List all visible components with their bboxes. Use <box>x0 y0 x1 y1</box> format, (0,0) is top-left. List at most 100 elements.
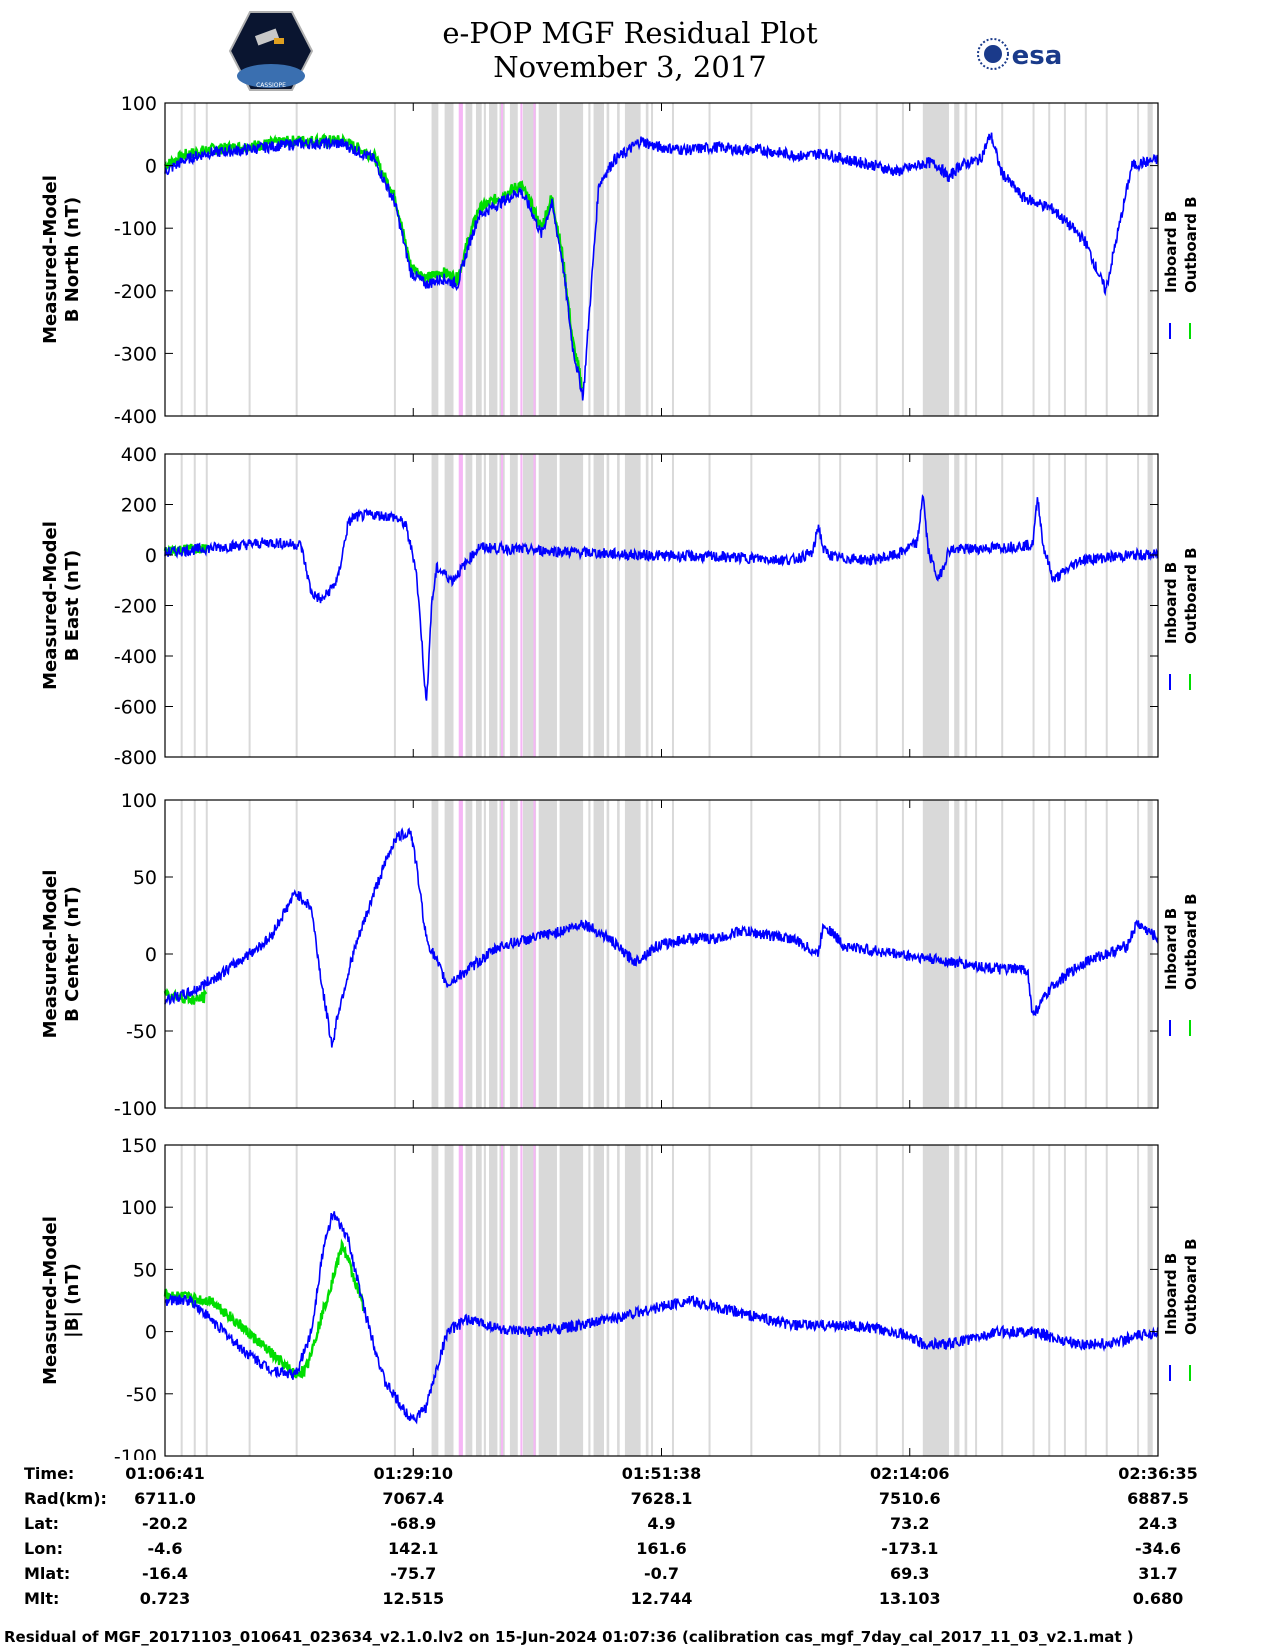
gray-band <box>559 800 584 1108</box>
gray-band <box>1032 800 1035 1108</box>
gray-band <box>1001 800 1004 1108</box>
gray-band <box>1048 800 1051 1108</box>
pink-band <box>520 1145 523 1456</box>
gray-band <box>205 103 208 416</box>
gray-band <box>708 103 711 416</box>
gray-band <box>651 800 654 1108</box>
panel-2: 400 200 0 -200 -400 -600 -800 Measured-ModelB E… <box>40 444 1200 769</box>
orbit-row-label: Lat: <box>24 1514 60 1533</box>
gray-band <box>475 800 482 1108</box>
orbit-cell: -34.6 <box>1134 1539 1182 1558</box>
pink-band <box>533 454 536 757</box>
legend-label: Inboard B <box>1162 211 1180 293</box>
gray-band <box>588 1145 591 1456</box>
y-tick-label: 100 <box>121 93 157 115</box>
gray-band <box>624 800 641 1108</box>
gray-band <box>901 1145 904 1456</box>
legend: Inboard B Outboard B <box>1162 1238 1200 1381</box>
orbit-info-table: Time: 01:06:41 01:29:10 01:51:38 02:14:06 02:… <box>0 1464 1275 1614</box>
gray-band <box>645 454 649 757</box>
pink-band <box>533 800 536 1108</box>
gray-band <box>708 800 711 1108</box>
gray-band <box>1048 103 1051 416</box>
gray-band <box>606 1145 610 1456</box>
orbit-cell: 7628.1 <box>630 1489 693 1508</box>
orbit-cell: -173.1 <box>881 1539 939 1558</box>
orbit-cell: 12.744 <box>630 1589 693 1608</box>
gray-band <box>818 454 821 757</box>
gray-band <box>839 103 842 416</box>
gray-band <box>818 800 821 1108</box>
y-tick-label: -200 <box>114 596 157 618</box>
y-tick-label: -100 <box>114 1446 157 1460</box>
gray-band <box>750 1145 753 1456</box>
gray-band <box>954 454 960 757</box>
gray-band <box>588 454 591 757</box>
gray-band <box>1063 800 1066 1108</box>
series-inboard-b <box>164 494 1159 701</box>
gray-band <box>248 1145 251 1456</box>
orbit-cell: -68.9 <box>390 1514 437 1533</box>
pink-band <box>501 103 504 416</box>
y-axis-label: Measured-Model|B| (nT) <box>40 1216 83 1385</box>
gray-band <box>489 454 498 757</box>
legend-label: Inboard B <box>1162 562 1180 644</box>
gray-band <box>444 103 454 416</box>
y-tick-label: -400 <box>114 406 157 428</box>
gray-band <box>193 454 196 757</box>
gray-band <box>538 103 557 416</box>
gray-band <box>489 103 498 416</box>
orbit-cell: 31.7 <box>1138 1564 1178 1583</box>
gray-band <box>651 1145 654 1456</box>
orbit-row: Mlat: -16.4 -75.7 -0.7 69.3 31.7 <box>0 1564 1275 1588</box>
gray-band <box>475 454 482 757</box>
orbit-cell: 7510.6 <box>878 1489 941 1508</box>
gray-band <box>1137 103 1140 416</box>
y-tick-label: 100 <box>121 1197 157 1219</box>
plot-frame <box>164 453 1159 758</box>
pink-band <box>458 1145 463 1456</box>
svg-text:CASSIOPE: CASSIOPE <box>256 82 286 89</box>
y-tick-label: -800 <box>114 747 157 769</box>
y-tick-label: 0 <box>145 1322 157 1344</box>
y-axis-label-line-2: B Center (nT) <box>62 886 83 1022</box>
gray-band <box>180 800 183 1108</box>
orbit-row-label: Mlt: <box>24 1589 60 1608</box>
legend-label: Outboard B <box>1182 196 1200 293</box>
gray-band <box>606 454 610 757</box>
pink-band <box>520 800 523 1108</box>
orbit-row: Time: 01:06:41 01:29:10 01:51:38 02:14:06 02:… <box>0 1464 1275 1488</box>
pink-band <box>458 454 463 757</box>
gray-band <box>1001 454 1004 757</box>
gray-band <box>444 454 454 757</box>
gray-band <box>875 454 878 757</box>
gray-band <box>559 103 584 416</box>
gray-band <box>444 1145 454 1456</box>
gray-band <box>964 1145 968 1456</box>
gray-band <box>975 800 978 1108</box>
gray-band <box>839 1145 842 1456</box>
y-tick-label: -600 <box>114 697 157 719</box>
y-axis-label-line-1: Measured-Model <box>40 175 61 344</box>
gray-band <box>588 800 591 1108</box>
orbit-cell: 161.6 <box>636 1539 687 1558</box>
gray-band <box>975 1145 978 1456</box>
pink-band <box>533 103 536 416</box>
plot-frame <box>164 1144 1159 1457</box>
gray-band <box>671 454 674 757</box>
gray-band <box>509 1145 518 1456</box>
gray-band <box>295 103 298 416</box>
gray-band <box>295 800 298 1108</box>
gray-band <box>1048 454 1051 757</box>
orbit-row: Lon: -4.6 142.1 161.6 -173.1 -34.6 <box>0 1539 1275 1563</box>
gray-band <box>645 1145 649 1456</box>
gray-band <box>593 454 605 757</box>
gray-band <box>671 1145 674 1456</box>
plot-frame <box>164 799 1159 1109</box>
gray-band <box>964 454 968 757</box>
orbit-cell: 0.680 <box>1132 1589 1184 1608</box>
svg-text:esa: esa <box>1012 41 1063 71</box>
y-axis-label: Measured-ModelB Center (nT) <box>40 870 83 1039</box>
gray-band <box>483 1145 486 1456</box>
gray-band <box>964 800 968 1108</box>
